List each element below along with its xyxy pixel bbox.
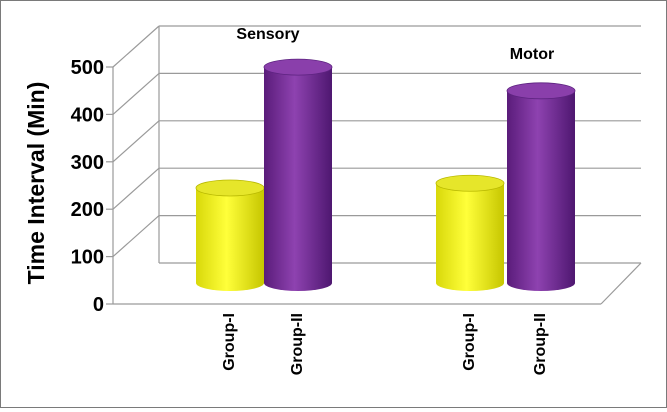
bar-motor-group-i-top: [435, 174, 505, 192]
gridline-diagonal: [112, 72, 160, 115]
bar-motor-group-ii-top: [506, 82, 576, 100]
floor-right-edge: [600, 262, 642, 305]
y-tick-label: 200: [71, 199, 104, 221]
plot-area: 0 100 200 300 400 500: [71, 25, 642, 316]
x-tick-label-group-ii: Group-II: [532, 313, 549, 375]
bar-sensory-group-ii-top: [263, 58, 333, 76]
gridline-diagonal: [112, 167, 160, 210]
y-axis-title: Time Interval (Min): [23, 82, 49, 285]
bar-motor-group-i-body: [436, 183, 504, 291]
y-tick-label: 400: [71, 104, 104, 126]
x-tick-label-group-i: Group-I: [221, 313, 238, 371]
bar-sensory-group-i-top: [195, 179, 265, 197]
y-tick-label: 100: [71, 247, 104, 269]
y-tick-label: 500: [71, 57, 104, 79]
group-label-sensory: Sensory: [236, 26, 299, 43]
y-tick-label: 300: [71, 152, 104, 174]
bar-sensory-group-i-body: [196, 187, 264, 291]
gridline-diagonal: [112, 25, 160, 68]
gridline-diagonal: [112, 215, 160, 258]
bar-sensory-group-ii-body: [264, 67, 332, 291]
x-tick-label-group-i: Group-I: [461, 313, 478, 371]
bar-motor-group-ii-body: [507, 90, 575, 291]
y-tick-label: 0: [93, 294, 104, 316]
x-tick-label-group-ii: Group-II: [289, 313, 306, 375]
gridline-diagonal: [112, 120, 160, 163]
group-label-motor: Motor: [510, 46, 554, 63]
